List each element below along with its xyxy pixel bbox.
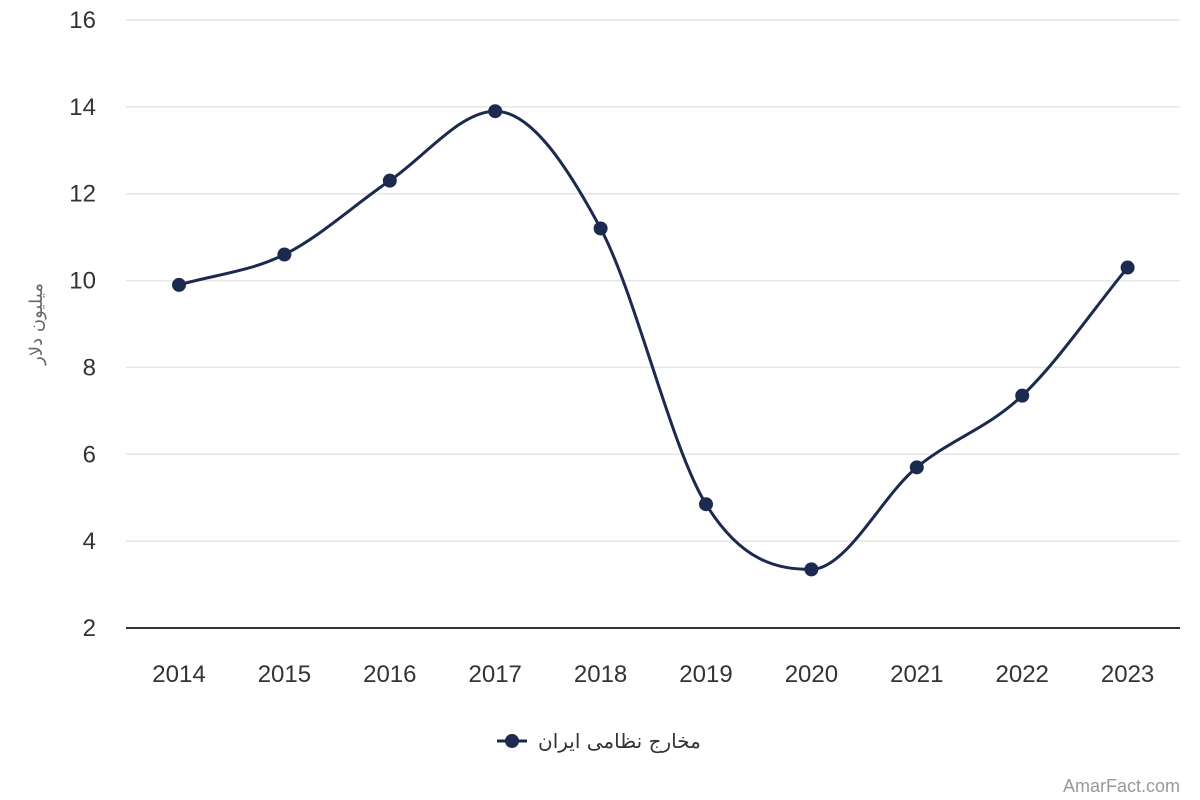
series-layer: [172, 104, 1135, 577]
x-tick-label-2017: 2017: [469, 661, 522, 688]
watermark: AmarFact.com: [1063, 776, 1180, 796]
data-point-2022[interactable]: [1015, 388, 1030, 403]
data-point-2021[interactable]: [909, 460, 924, 475]
x-tick-label-2019: 2019: [679, 661, 732, 688]
x-tick-label-2015: 2015: [258, 661, 311, 688]
data-point-2015[interactable]: [277, 247, 292, 262]
legend-marker: [505, 734, 519, 748]
data-point-2023[interactable]: [1120, 260, 1135, 275]
x-tick-label-2018: 2018: [574, 661, 627, 688]
y-tick-label-14: 14: [69, 94, 96, 121]
y-axis-tick-labels: 2 4 6 8 10 12 14 16: [69, 7, 96, 642]
grid-lines: [126, 19, 1180, 542]
x-tick-label-2014: 2014: [152, 661, 205, 688]
y-tick-label-8: 8: [83, 354, 96, 381]
x-axis-tick-labels: 2014 2015 2016 2017 2018 2019 2020 2021 2022 2023: [152, 661, 1154, 688]
x-tick-label-2022: 2022: [996, 661, 1049, 688]
data-point-2016[interactable]: [382, 173, 397, 188]
legend[interactable]: مخارج نظامی ایران: [497, 729, 701, 753]
y-axis-title: میلیون دلار: [26, 283, 47, 366]
x-tick-label-2020: 2020: [785, 661, 838, 688]
data-point-2018[interactable]: [593, 221, 608, 236]
y-tick-label-6: 6: [83, 441, 96, 468]
data-point-2019[interactable]: [699, 497, 713, 512]
data-point-2014[interactable]: [172, 277, 186, 292]
y-tick-label-10: 10: [69, 268, 96, 295]
series-line-0: [177, 109, 1130, 571]
y-tick-label-12: 12: [69, 181, 96, 208]
y-tick-label-16: 16: [69, 7, 96, 34]
legend-label: مخارج نظامی ایران: [538, 729, 701, 753]
data-point-2020[interactable]: [804, 562, 819, 577]
data-point-2017[interactable]: [488, 104, 503, 119]
x-tick-label-2016: 2016: [363, 661, 416, 688]
x-tick-label-2021: 2021: [890, 661, 943, 688]
y-tick-label-4: 4: [83, 528, 96, 555]
y-tick-label-2: 2: [83, 615, 96, 642]
x-tick-label-2023: 2023: [1101, 661, 1154, 688]
